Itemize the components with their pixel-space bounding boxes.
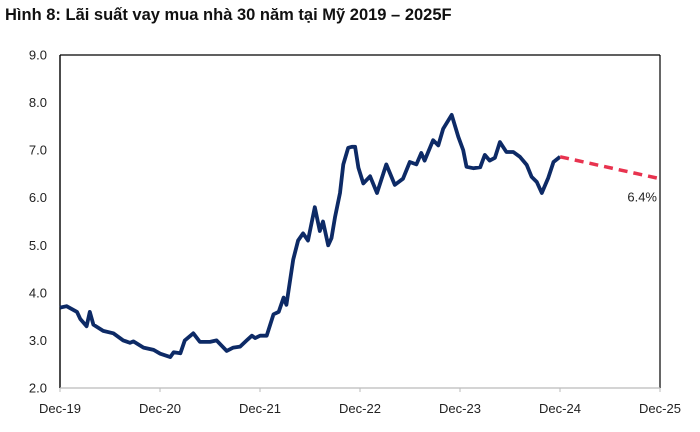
forecast-line: [559, 155, 661, 181]
y-tick-label: 6.0: [29, 190, 47, 205]
x-tick-label: Dec-21: [239, 401, 281, 416]
x-tick-label: Dec-23: [439, 401, 481, 416]
forecast-label: 6.4%: [627, 190, 657, 205]
y-tick-label: 9.0: [29, 48, 47, 63]
y-tick-label: 2.0: [29, 381, 47, 396]
y-tick-label: 5.0: [29, 238, 47, 253]
x-tick-label: Dec-25: [639, 401, 681, 416]
x-tick-label: Dec-20: [139, 401, 181, 416]
y-tick-label: 3.0: [29, 333, 47, 348]
x-tick-label: Dec-19: [39, 401, 81, 416]
mortgage-rate-line: [59, 113, 562, 359]
chart-title: Hình 8: Lãi suất vay mua nhà 30 năm tại …: [5, 6, 452, 24]
y-tick-label: 4.0: [29, 285, 47, 300]
x-tick-label: Dec-24: [539, 401, 581, 416]
x-tick-label: Dec-22: [339, 401, 381, 416]
y-tick-label: 7.0: [29, 143, 47, 158]
y-tick-label: 8.0: [29, 95, 47, 110]
